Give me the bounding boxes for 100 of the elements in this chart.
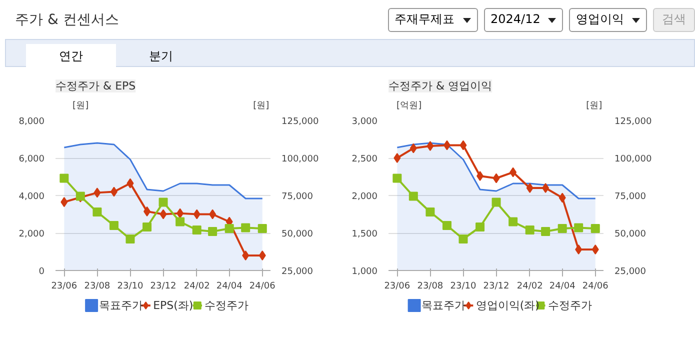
- y2-tick-label: 125,000: [282, 117, 319, 127]
- y-tick-label: 2,000: [18, 230, 45, 240]
- y2-tick-label: 25,000: [614, 267, 646, 277]
- legend-label: EPS(좌): [153, 299, 194, 312]
- y-tick-label: 4,000: [18, 192, 45, 202]
- y2-tick-label: 75,000: [614, 192, 646, 202]
- x-tick-label: 23/08: [417, 282, 444, 292]
- x-tick-label: 24/04: [216, 282, 243, 292]
- point: [158, 198, 168, 207]
- text: 연간: [26, 44, 116, 70]
- point: [60, 174, 69, 183]
- y-tick-label: 3,000: [352, 117, 378, 127]
- y2-tick-label: 50,000: [614, 230, 646, 240]
- point: [110, 186, 118, 197]
- point: [109, 221, 118, 230]
- point: [142, 222, 152, 232]
- point: [426, 208, 435, 216]
- x-tick-label: 23/12: [150, 282, 176, 292]
- point: [443, 140, 450, 150]
- y-tick-label: 0: [38, 267, 45, 277]
- text: 검색: [653, 8, 695, 32]
- y-tick-label: 2,500: [352, 154, 378, 164]
- y2-axis-title: [원]: [586, 101, 602, 111]
- x-tick-label: 23/06: [51, 282, 78, 292]
- point: [126, 178, 134, 188]
- point: [541, 227, 550, 236]
- point: [575, 244, 582, 254]
- text: 2024/12: [484, 8, 564, 32]
- x-tick-label: 23/12: [483, 282, 510, 292]
- legend-label: 목표주가: [98, 299, 143, 312]
- y2-axis-title: [원]: [253, 101, 270, 111]
- point: [590, 224, 600, 233]
- point: [208, 227, 218, 236]
- point: [458, 234, 468, 244]
- point: [476, 222, 485, 232]
- point: [592, 244, 599, 254]
- point: [525, 226, 534, 234]
- point: [558, 192, 566, 203]
- x-tick-label: 24/04: [549, 282, 576, 292]
- point: [558, 224, 567, 233]
- x-tick-label: 23/08: [84, 282, 110, 292]
- point: [242, 250, 250, 260]
- point: [126, 234, 135, 244]
- y-tick-label: 1,000: [352, 267, 378, 277]
- text: 분기: [148, 48, 174, 65]
- x-tick-label: 23/10: [117, 282, 144, 292]
- point: [410, 143, 417, 154]
- point: [542, 183, 550, 193]
- x-tick-label: 23/06: [384, 282, 410, 292]
- legend-label: 수정주가: [204, 299, 249, 312]
- point: [94, 188, 101, 198]
- legend-label: 목표주가: [422, 299, 466, 312]
- y2-tick-label: 100,000: [614, 154, 652, 164]
- point: [192, 226, 202, 234]
- point: [176, 217, 185, 226]
- point: [492, 173, 500, 184]
- x-tick-label: 24/06: [249, 282, 276, 292]
- text: 영업이익: [569, 8, 647, 32]
- point: [492, 198, 501, 207]
- point: [442, 221, 452, 230]
- point: [176, 208, 184, 218]
- point: [508, 217, 518, 226]
- y2-tick-label: 100,000: [282, 154, 319, 164]
- point: [426, 141, 434, 151]
- y2-tick-label: 25,000: [282, 267, 314, 277]
- text: 주재무제표: [388, 8, 478, 32]
- point: [510, 167, 517, 178]
- point: [193, 209, 200, 220]
- text: 주가 & 컨센서스: [15, 11, 119, 30]
- point: [574, 223, 584, 232]
- chart-title: 수정주가 & EPS: [56, 80, 136, 92]
- legend-label: 수정주가: [548, 299, 592, 312]
- point: [209, 209, 216, 220]
- y-axis-title: [억원]: [396, 101, 422, 111]
- y-tick-label: 6,000: [18, 154, 45, 164]
- point: [144, 206, 151, 216]
- y2-tick-label: 75,000: [282, 192, 314, 202]
- y2-tick-label: 125,000: [614, 117, 652, 127]
- point: [92, 208, 102, 216]
- chart-title: 수정주가 & 영업이익: [388, 80, 492, 92]
- y-tick-label: 8,000: [18, 117, 45, 127]
- point: [460, 140, 467, 150]
- point: [241, 223, 250, 232]
- y-axis-title: [원]: [72, 101, 89, 111]
- point: [258, 224, 267, 233]
- y2-tick-label: 50,000: [282, 230, 314, 240]
- point: [258, 250, 266, 260]
- point: [408, 192, 418, 201]
- x-tick-label: 24/02: [184, 282, 210, 292]
- point: [224, 224, 234, 233]
- x-tick-label: 24/06: [582, 282, 609, 292]
- point: [60, 197, 68, 208]
- x-tick-label: 24/02: [516, 282, 543, 292]
- y-tick-label: 2,000: [352, 192, 378, 202]
- point: [476, 171, 484, 181]
- x-tick-label: 23/10: [450, 282, 476, 292]
- point: [526, 183, 534, 193]
- point: [160, 209, 167, 220]
- point: [392, 174, 402, 183]
- y-tick-label: 1,500: [352, 230, 378, 240]
